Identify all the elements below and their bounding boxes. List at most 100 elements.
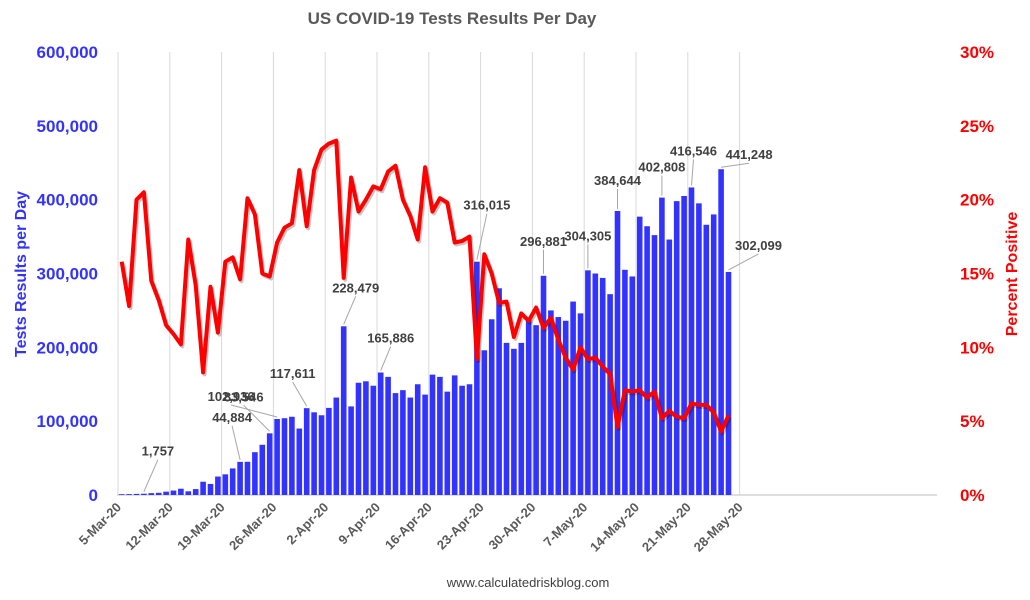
bar <box>377 372 384 495</box>
y-axis-left-label: Tests Results per Day <box>13 191 30 357</box>
bar <box>577 313 584 495</box>
bar <box>622 269 628 495</box>
bar <box>274 419 280 495</box>
bar <box>725 271 732 495</box>
bar <box>599 277 606 495</box>
bar <box>414 384 421 495</box>
bar <box>318 415 325 495</box>
bar <box>229 468 236 495</box>
annotation-leader <box>292 381 308 407</box>
bar <box>673 201 680 495</box>
chart-title: US COVID-19 Tests Results Per Day <box>308 9 597 28</box>
bar <box>163 491 169 495</box>
bar <box>659 197 665 495</box>
y-tick-left: 500,000 <box>37 117 98 136</box>
annotation-leader <box>231 425 241 460</box>
bar <box>407 397 414 495</box>
bar <box>481 350 488 495</box>
bar <box>311 412 317 495</box>
y-tick-left: 0 <box>89 486 98 505</box>
bar <box>252 452 258 495</box>
bar <box>710 214 717 495</box>
bar-series <box>118 169 732 496</box>
bar <box>548 310 554 495</box>
bar <box>592 273 599 495</box>
bar <box>422 394 428 495</box>
annotation-label: 316,015 <box>463 198 510 213</box>
y-axis-right: 0% 5% 10% 15% 20% 25% 30% <box>960 43 994 505</box>
bar <box>148 493 155 495</box>
x-tick: 7-May-20 <box>540 500 590 550</box>
bar <box>614 211 621 495</box>
annotation-label: 102,936 <box>208 389 255 404</box>
bar <box>185 491 192 495</box>
annotation-label: 296,881 <box>520 234 567 249</box>
bar <box>555 317 562 495</box>
annotation-leader <box>380 346 392 371</box>
bar <box>451 375 458 495</box>
bar <box>503 342 510 495</box>
bar <box>155 492 162 495</box>
bar <box>459 385 465 495</box>
annotation-leader <box>230 404 278 418</box>
bar <box>392 393 399 495</box>
annotation-label: 1,757 <box>142 444 175 459</box>
y-tick-right: 20% <box>960 191 994 210</box>
annotation-leader <box>728 253 759 271</box>
bar <box>333 397 340 495</box>
bar <box>585 270 591 495</box>
x-tick: 26-Mar-20 <box>226 500 280 554</box>
y-tick-left: 300,000 <box>37 265 98 284</box>
y-axis-right-label: Percent Positive <box>1004 212 1021 337</box>
bar <box>207 483 214 495</box>
bar <box>400 390 406 495</box>
bar <box>607 294 613 495</box>
bar <box>666 239 673 495</box>
bar <box>496 288 502 495</box>
x-tick: 5-Mar-20 <box>76 500 124 548</box>
bar <box>511 348 517 495</box>
bar <box>570 301 576 495</box>
bar <box>696 203 702 496</box>
bar <box>437 376 443 495</box>
bar <box>170 490 177 495</box>
bar <box>141 493 147 495</box>
bar <box>296 428 303 495</box>
bar <box>118 494 125 495</box>
bar <box>363 381 369 495</box>
source-credit: www.calculatedriskblog.com <box>446 575 610 590</box>
bar <box>651 235 658 496</box>
x-tick: 12-Mar-20 <box>122 500 176 554</box>
bar <box>525 320 532 495</box>
bar <box>488 319 495 495</box>
annotation-leader <box>143 459 159 492</box>
x-tick: 23-Apr-20 <box>434 500 487 553</box>
bar <box>222 474 229 495</box>
bar <box>178 488 184 495</box>
annotation-label: 302,099 <box>735 238 782 253</box>
y-tick-left: 400,000 <box>37 191 98 210</box>
bar <box>718 169 724 495</box>
bar <box>644 226 650 495</box>
y-tick-right: 10% <box>960 338 994 357</box>
annotation-label: 117,611 <box>270 366 316 381</box>
bar <box>326 407 332 495</box>
bar <box>518 342 525 495</box>
bar <box>259 444 266 495</box>
bar <box>289 416 295 495</box>
bar <box>629 276 636 495</box>
y-tick-right: 25% <box>960 117 994 136</box>
bar <box>681 195 687 495</box>
bar <box>540 275 547 495</box>
annotation-leader <box>691 159 694 186</box>
annotation-label: 228,479 <box>332 280 379 295</box>
bar <box>385 376 391 495</box>
x-tick: 2-Apr-20 <box>283 500 331 548</box>
annotation-leader <box>721 162 750 168</box>
y-tick-left: 200,000 <box>37 338 98 357</box>
annotation-label: 402,808 <box>638 160 685 175</box>
x-tick: 21-May-20 <box>639 500 694 555</box>
annotation-label: 44,884 <box>212 410 253 425</box>
